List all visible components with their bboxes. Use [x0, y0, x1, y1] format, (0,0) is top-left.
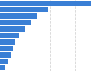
Bar [0, 20, 31, 25]
Bar [0, 39, 16, 45]
Bar [0, 7, 48, 12]
Bar [0, 46, 13, 51]
Bar [0, 59, 8, 64]
Bar [0, 52, 11, 58]
Bar [0, 13, 37, 19]
Bar [0, 1, 91, 6]
Bar [0, 26, 24, 32]
Bar [0, 33, 19, 38]
Bar [0, 65, 4, 70]
